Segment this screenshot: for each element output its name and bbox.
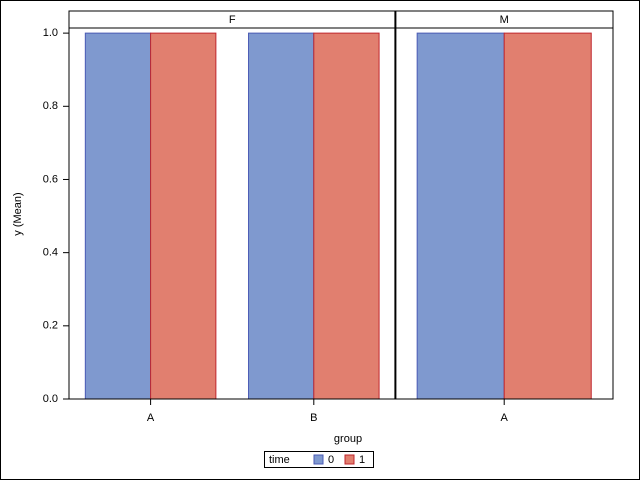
y-tick-label: 0.8 — [43, 100, 58, 112]
bar — [503, 32, 592, 400]
x-tick-label: B — [310, 412, 317, 424]
legend-title: time — [269, 454, 290, 466]
y-tick-label: 0.2 — [43, 320, 58, 332]
legend-label: 0 — [328, 454, 334, 466]
y-tick-label: 0.6 — [43, 173, 58, 185]
legend-swatch — [313, 454, 324, 465]
bar — [416, 32, 505, 400]
y-tick-label: 1.0 — [43, 27, 58, 39]
bar — [248, 32, 315, 400]
bar — [150, 32, 217, 400]
y-tick-label: 0.4 — [43, 247, 58, 259]
legend-swatch — [344, 454, 355, 465]
y-axis-label: y (Mean) — [12, 192, 24, 235]
panel-title: M — [500, 14, 509, 26]
x-axis-label: group — [334, 433, 362, 445]
bar — [313, 32, 380, 400]
y-tick-label: 0.0 — [43, 393, 58, 405]
panel-title: F — [229, 14, 236, 26]
x-tick-label: A — [501, 412, 509, 424]
x-tick-label: A — [147, 412, 155, 424]
bar — [84, 32, 152, 400]
legend-label: 1 — [359, 454, 365, 466]
